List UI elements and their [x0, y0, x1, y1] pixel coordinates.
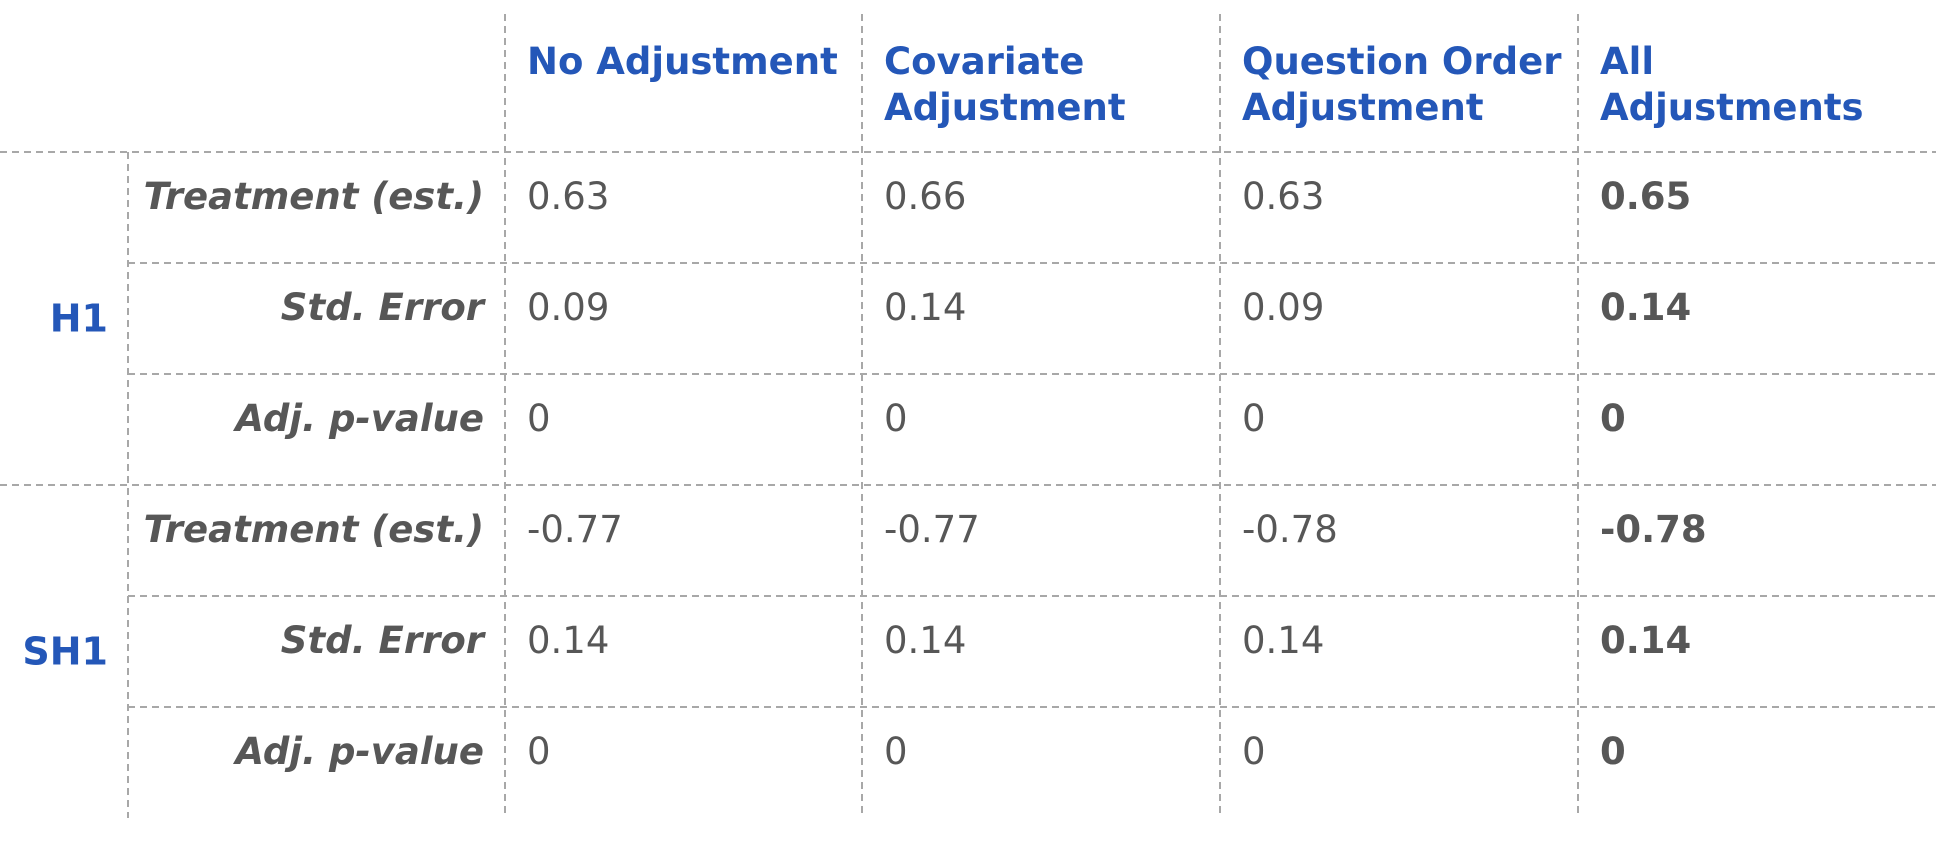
cell-h1-adj-p-value-no-adjustment: 0: [527, 397, 551, 440]
cell-h1-std-error-all-adjustments: 0.14: [1600, 286, 1691, 329]
row-label-std-error: Std. Error: [281, 286, 487, 329]
table-grid: [0, 14, 1936, 818]
cell-sh1-std-error-covariate-adjustment: 0.14: [884, 619, 966, 662]
cell-sh1-std-error-all-adjustments: 0.14: [1600, 619, 1691, 662]
row-label-adj-p-value: Adj. p-value: [232, 397, 484, 440]
cell-sh1-treatment-est-question-order-adjustment: -0.78: [1242, 508, 1338, 551]
cell-sh1-adj-p-value-question-order-adjustment: 0: [1242, 730, 1266, 773]
cell-h1-adj-p-value-covariate-adjustment: 0: [884, 397, 908, 440]
column-header-line: Adjustment: [884, 86, 1126, 129]
row-label-std-error: Std. Error: [281, 619, 487, 662]
column-header-no-adjustment: No Adjustment: [527, 40, 838, 83]
row-label-treatment-est: Treatment (est.): [144, 508, 484, 551]
cell-sh1-adj-p-value-covariate-adjustment: 0: [884, 730, 908, 773]
row-label-adj-p-value: Adj. p-value: [232, 730, 484, 773]
cell-h1-treatment-est-all-adjustments: 0.65: [1600, 175, 1691, 218]
column-header-line: Question Order: [1242, 40, 1562, 83]
group-label-sh1: SH1: [22, 630, 108, 674]
cell-sh1-adj-p-value-all-adjustments: 0: [1600, 730, 1626, 773]
cell-h1-std-error-question-order-adjustment: 0.09: [1242, 286, 1324, 329]
column-header-line: Covariate: [884, 40, 1084, 83]
cell-sh1-treatment-est-no-adjustment: -0.77: [527, 508, 623, 551]
column-header-all-adjustments: All Adjustments: [1600, 40, 1864, 129]
column-headers: No Adjustment Covariate AdjustmentQuestion…: [527, 40, 1864, 129]
cell-sh1-treatment-est-all-adjustments: -0.78: [1600, 508, 1707, 551]
cell-h1-std-error-covariate-adjustment: 0.14: [884, 286, 966, 329]
cell-h1-treatment-est-question-order-adjustment: 0.63: [1242, 175, 1324, 218]
cell-sh1-adj-p-value-no-adjustment: 0: [527, 730, 551, 773]
cell-h1-treatment-est-covariate-adjustment: 0.66: [884, 175, 966, 218]
group-label-h1: H1: [50, 297, 108, 341]
cell-h1-adj-p-value-question-order-adjustment: 0: [1242, 397, 1266, 440]
row-label-treatment-est: Treatment (est.): [144, 175, 484, 218]
cell-sh1-treatment-est-covariate-adjustment: -0.77: [884, 508, 980, 551]
cell-h1-std-error-no-adjustment: 0.09: [527, 286, 609, 329]
column-header-line: No Adjustment: [527, 40, 838, 83]
table-body: H1 Treatment (est.) 0.63 0.66 0.63 0.65 Std. E…: [22, 175, 1706, 773]
cell-h1-treatment-est-no-adjustment: 0.63: [527, 175, 609, 218]
column-header-line: Adjustments: [1600, 86, 1864, 129]
column-header-covariate-adjustment: Covariate Adjustment: [884, 40, 1126, 129]
column-header-line: All: [1600, 40, 1654, 83]
cell-sh1-std-error-question-order-adjustment: 0.14: [1242, 619, 1324, 662]
cell-sh1-std-error-no-adjustment: 0.14: [527, 619, 609, 662]
cell-h1-adj-p-value-all-adjustments: 0: [1600, 397, 1626, 440]
column-header-question-order-adjustment: Question Order Adjustment: [1242, 40, 1562, 129]
column-header-line: Adjustment: [1242, 86, 1484, 129]
